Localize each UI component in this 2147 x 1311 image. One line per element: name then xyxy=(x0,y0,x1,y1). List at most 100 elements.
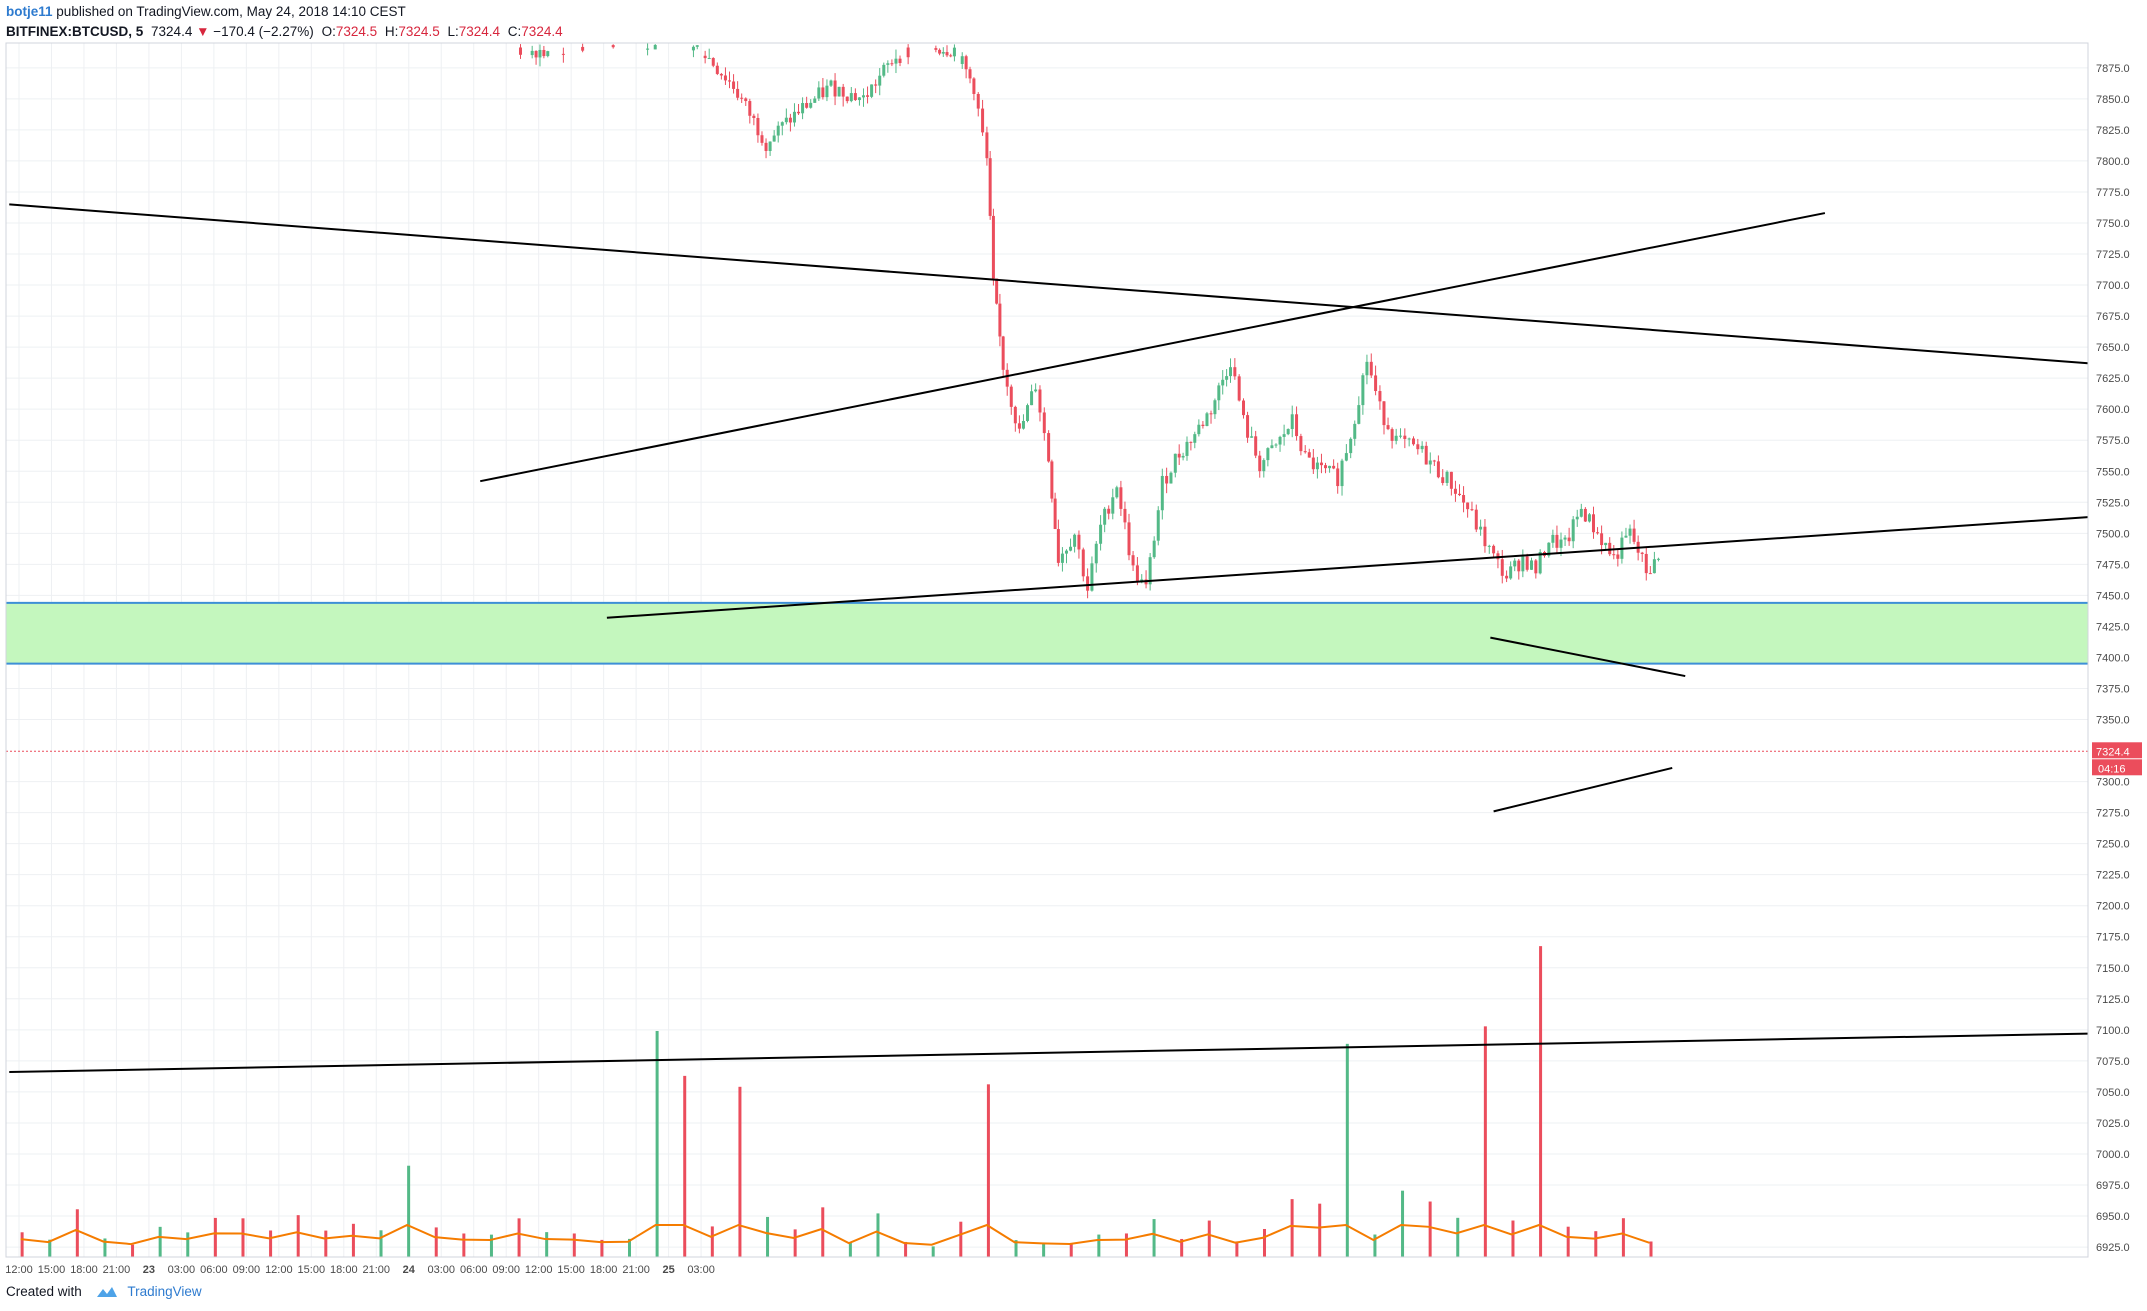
price-tag-label: 7324.4 xyxy=(2096,746,2130,758)
candle-body xyxy=(1270,445,1274,449)
candle-body xyxy=(1462,495,1466,503)
candle-body xyxy=(1571,519,1575,542)
volume-bar xyxy=(766,1216,770,1257)
candle-body xyxy=(723,75,727,81)
candle-body xyxy=(797,111,801,114)
candle-body xyxy=(1173,453,1177,473)
volume-bar xyxy=(213,1217,217,1257)
price-tick-label: 7275.0 xyxy=(2096,808,2130,820)
volume-bar xyxy=(1180,1238,1184,1257)
candle-body xyxy=(736,88,740,98)
candle-body xyxy=(780,122,784,126)
candle-body xyxy=(1328,465,1332,469)
candle-body xyxy=(1286,429,1290,435)
volume-bar xyxy=(1069,1244,1073,1257)
candle-body xyxy=(988,158,992,216)
candle-body xyxy=(1094,543,1098,564)
candle-body xyxy=(1064,550,1068,554)
candle-body xyxy=(1295,414,1299,437)
ohlc-line: BITFINEX:BTCUSD, 5 7324.4 ▼ −170.4 (−2.2… xyxy=(6,22,1906,42)
candle-body xyxy=(898,58,902,63)
volume-bar xyxy=(1235,1241,1239,1257)
volume-ma-line xyxy=(20,1223,1650,1246)
candle-body xyxy=(874,84,878,86)
volume-bar xyxy=(683,1075,687,1257)
tradingview-link[interactable]: TradingView xyxy=(127,1284,202,1299)
price-tick-label: 7125.0 xyxy=(2096,994,2130,1006)
candle-body xyxy=(1394,435,1398,441)
trend-line xyxy=(606,516,2089,619)
time-tick-label: 09:00 xyxy=(492,1264,520,1276)
candle-body xyxy=(1160,475,1164,511)
candle-body xyxy=(1551,534,1555,543)
published-text: published on TradingView.com, May 24, 20… xyxy=(56,4,406,19)
candle-body xyxy=(1278,436,1282,445)
candle-body xyxy=(1616,554,1620,559)
candle-body xyxy=(837,86,841,97)
candle-body xyxy=(1123,508,1127,523)
candle-body xyxy=(1555,534,1559,548)
candle-body xyxy=(1135,565,1139,583)
candle-body xyxy=(534,50,538,58)
candle-body xyxy=(890,63,894,65)
price-tick-label: 7150.0 xyxy=(2096,963,2130,975)
time-tick-label: 18:00 xyxy=(70,1264,98,1276)
price-tick-label: 7550.0 xyxy=(2096,466,2130,478)
candle-body xyxy=(1632,528,1636,542)
trend-line xyxy=(480,212,1826,483)
candle-body xyxy=(752,115,756,119)
candle-body xyxy=(1013,406,1017,424)
author-name[interactable]: botje11 xyxy=(6,4,53,19)
time-tick-label: 12:00 xyxy=(5,1264,33,1276)
volume-bar xyxy=(1594,1231,1598,1257)
candle-body xyxy=(776,125,780,136)
candle-body xyxy=(653,44,657,50)
candle-body xyxy=(1213,400,1217,415)
volume-bar xyxy=(407,1165,411,1257)
volume-bar xyxy=(1345,1043,1349,1257)
candle-body xyxy=(1386,425,1390,430)
volume-bars xyxy=(20,946,1653,1257)
candle-body xyxy=(691,46,695,51)
candle-body xyxy=(1390,429,1394,441)
candle-body xyxy=(1624,535,1628,538)
volume-bar xyxy=(1539,946,1543,1257)
candle-body xyxy=(1587,514,1591,522)
publish-line: botje11 published on TradingView.com, Ma… xyxy=(6,2,1906,22)
volume-bar xyxy=(517,1218,521,1257)
price-tick-label: 7475.0 xyxy=(2096,559,2130,571)
candle-body xyxy=(719,73,723,76)
candle-body xyxy=(1242,400,1246,416)
candle-body xyxy=(1612,554,1616,556)
high-value: 7324.5 xyxy=(398,24,440,39)
symbol-label[interactable]: BITFINEX:BTCUSD, 5 xyxy=(6,24,144,39)
candle-body xyxy=(1069,546,1073,551)
volume-bar xyxy=(48,1239,52,1257)
candle-body xyxy=(1344,453,1348,461)
candle-body xyxy=(817,87,821,99)
countdown-tag-bg xyxy=(2092,759,2142,776)
volume-bar xyxy=(1290,1199,1294,1257)
candle-body xyxy=(1009,386,1013,407)
price-tick-label: 7200.0 xyxy=(2096,901,2130,913)
candle-body xyxy=(1575,516,1579,520)
candle-body xyxy=(703,55,707,59)
candle-body xyxy=(1505,575,1509,579)
volume-bar xyxy=(1097,1234,1101,1257)
time-tick-label: 21:00 xyxy=(622,1264,650,1276)
price-tick-label: 6950.0 xyxy=(2096,1211,2130,1223)
candle-body xyxy=(960,56,964,64)
volume-bar xyxy=(904,1241,908,1257)
volume-bar xyxy=(1401,1190,1405,1257)
candle-body xyxy=(1340,460,1344,487)
candle-body xyxy=(1640,552,1644,554)
candle-body xyxy=(1042,412,1046,434)
candle-body xyxy=(1307,452,1311,458)
time-tick-label: 23 xyxy=(143,1264,155,1276)
price-tick-label: 7350.0 xyxy=(2096,715,2130,727)
candle-body xyxy=(1336,468,1340,487)
candle-body xyxy=(1470,509,1474,511)
candle-body xyxy=(1644,553,1648,574)
candle-body xyxy=(1086,576,1090,591)
